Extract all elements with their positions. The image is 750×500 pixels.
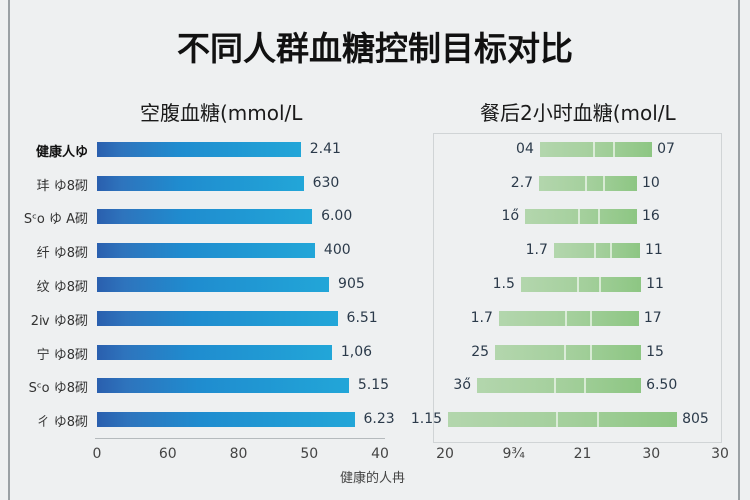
end-value-label: 6.50 [646, 377, 678, 393]
category-label: 健康人ゆ [35, 145, 88, 160]
fasting-value-label: 6.00 [321, 208, 353, 224]
fasting-bar [97, 209, 313, 224]
postprandial-bar [520, 277, 642, 292]
postprandial-bar [553, 243, 640, 258]
start-value-label: 1.5 [492, 276, 515, 292]
fasting-bar [97, 176, 304, 191]
fasting-bar [97, 311, 338, 326]
fasting-value-label: 630 [312, 175, 340, 191]
postprandial-bar [539, 176, 637, 191]
start-value-label: 25 [471, 344, 490, 360]
right-x-tick: 21 [573, 446, 592, 462]
bar-segment-divider [585, 176, 588, 191]
fasting-value-label: 5.15 [357, 377, 390, 393]
fasting-value-label: 400 [323, 242, 351, 258]
postprandial-bar [539, 142, 653, 157]
bar-segment-divider [597, 209, 600, 224]
bar-segment-divider [594, 243, 597, 258]
right-chart-title: 餐后2小时血糖(mol/L [480, 101, 676, 125]
postprandial-bar [498, 311, 639, 326]
left-x-tick: 50 [300, 446, 319, 462]
x-axis-label: 健康的人冉 [340, 471, 406, 486]
right-x-tick: 30 [642, 446, 661, 462]
bar-segment-divider [577, 277, 580, 292]
postprandial-bar [476, 378, 642, 393]
fasting-value-label: 2.41 [309, 141, 341, 157]
postprandial-bar [525, 209, 637, 224]
category-label: 玤 ゆ8砌 [36, 179, 88, 194]
fasting-bar [97, 277, 330, 292]
end-value-label: 805 [682, 411, 709, 427]
category-label: 纤 ゆ8砌 [36, 246, 88, 261]
category-label: 纹 ゆ8砌 [36, 280, 88, 295]
end-value-label: 17 [643, 310, 662, 326]
postprandial-bar [448, 412, 678, 427]
end-value-label: 15 [646, 344, 664, 360]
bar-segment-divider [589, 311, 592, 326]
end-value-label: 10 [641, 175, 660, 191]
chart-frame [8, 0, 740, 500]
left-x-tick: 60 [158, 446, 177, 462]
right-x-tick: 20 [436, 446, 454, 462]
bar-segment-divider [583, 378, 586, 393]
start-value-label: 3ő [453, 377, 471, 393]
fasting-bar [97, 412, 355, 427]
bar-segment-divider [555, 412, 558, 427]
category-label: 2ⅳ ゆ8砌 [30, 314, 88, 329]
chart-title: 不同人群血糖控制目标对比 [177, 29, 573, 68]
category-label: 宁 ゆ8砌 [36, 348, 88, 363]
bar-segment-divider [577, 209, 580, 224]
left-x-axis [95, 438, 385, 439]
end-value-label: 16 [641, 208, 660, 224]
bar-segment-divider [599, 277, 601, 292]
start-value-label: 1.7 [470, 310, 493, 326]
bar-segment-divider [554, 378, 557, 393]
start-value-label: 2.7 [510, 175, 534, 191]
fasting-bar [97, 243, 315, 258]
right-x-tick: 30 [711, 446, 729, 462]
left-x-tick: 0 [92, 446, 102, 462]
bar-segment-divider [609, 243, 612, 258]
category-label: Sᶜo ゆ8砌 [28, 381, 88, 396]
end-value-label: 07 [657, 141, 675, 157]
fasting-value-label: 905 [338, 276, 365, 292]
start-value-label: 04 [516, 141, 534, 157]
bar-segment-divider [596, 412, 599, 427]
right-chart-box [433, 133, 722, 443]
category-label: ㄔ ゆ8砌 [36, 415, 88, 430]
fasting-value-label: 1,06 [340, 344, 373, 360]
category-label: Sᶜo ゆ A砌 [23, 212, 88, 227]
bar-segment-divider [612, 142, 615, 157]
left-x-tick: 80 [229, 446, 248, 462]
right-x-tick: 9¾ [502, 446, 525, 462]
left-chart-title: 空腹血糖(mmol/L [140, 101, 303, 125]
bar-segment-divider [602, 176, 605, 191]
postprandial-bar [495, 345, 642, 360]
fasting-value-label: 6.51 [346, 310, 378, 326]
fasting-bar [97, 142, 301, 157]
start-value-label: 1.15 [410, 411, 443, 427]
bar-segment-divider [564, 311, 567, 326]
left-x-tick: 40 [371, 446, 389, 462]
bar-segment-divider [563, 345, 566, 360]
bar-segment-divider [592, 142, 595, 157]
start-value-label: 1.7 [525, 242, 548, 258]
end-value-label: 11 [646, 276, 664, 292]
end-value-label: 11 [644, 242, 663, 258]
fasting-bar [97, 345, 332, 360]
fasting-bar [97, 378, 349, 393]
fasting-value-label: 6.23 [363, 411, 395, 427]
bar-segment-divider [589, 345, 592, 360]
start-value-label: 1ő [501, 208, 520, 224]
